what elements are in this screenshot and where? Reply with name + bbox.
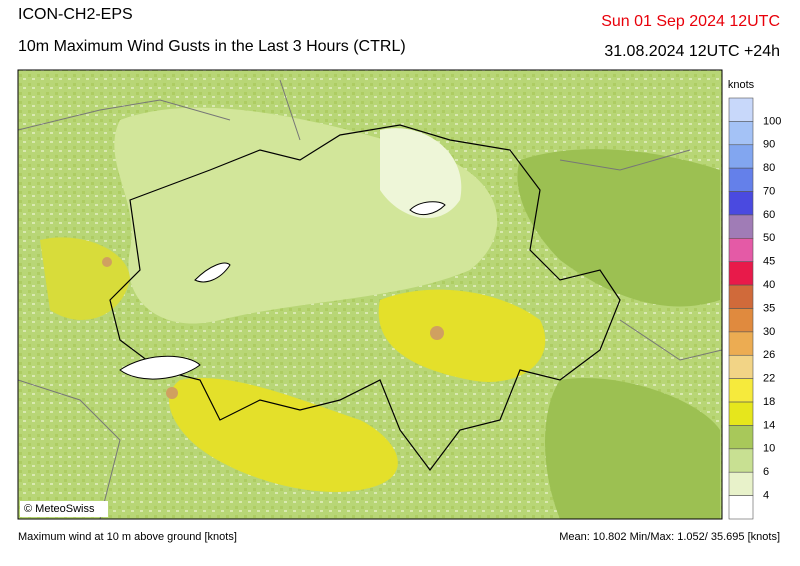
- southwest-gusts: [169, 378, 398, 492]
- legend-level: 40: [763, 279, 775, 291]
- east-area: [517, 149, 720, 307]
- lake: [119, 355, 201, 380]
- legend-level: 4: [763, 490, 769, 502]
- legend-level: 70: [763, 185, 775, 197]
- legend-swatch: [728, 354, 754, 379]
- legend-level: 10: [763, 443, 775, 455]
- copyright: © MeteoSwiss: [24, 503, 95, 515]
- legend-swatch: [728, 495, 754, 520]
- legend: knots 100 90 80 70 60 50 45 40 35 30 26 22 18 14 10 6 4: [728, 79, 781, 520]
- lake: [194, 262, 231, 283]
- legend-level: 80: [763, 162, 775, 174]
- lake: [409, 201, 446, 216]
- legend-level: 35: [763, 302, 775, 314]
- peak-gust: [430, 326, 444, 340]
- legend-swatch: [728, 471, 754, 496]
- region-border: [18, 79, 722, 519]
- legend-swatch: [728, 425, 754, 450]
- peak-gust: [166, 387, 178, 399]
- legend-level: 100: [763, 115, 781, 127]
- south-east-area: [545, 378, 720, 519]
- legend-swatch: [728, 448, 754, 473]
- legend-level: 50: [763, 232, 775, 244]
- low-wind-area: [380, 128, 462, 219]
- legend-swatch: [728, 214, 754, 239]
- footer-statistics: Mean: 10.802 Min/Max: 1.052/ 35.695 [kno…: [559, 531, 780, 543]
- legend-level: 14: [763, 419, 775, 431]
- valid-time: Sun 01 Sep 2024 12UTC: [601, 13, 780, 30]
- legend-swatch: [728, 378, 754, 403]
- footer-description: Maximum wind at 10 m above ground [knots…: [18, 531, 237, 543]
- legend-swatch: [728, 191, 754, 216]
- legend-level: 26: [763, 349, 775, 361]
- legend-swatch: [728, 121, 754, 146]
- legend-swatch: [728, 284, 754, 309]
- legend-level: 22: [763, 373, 775, 385]
- legend-swatch: [728, 97, 754, 122]
- alpine-gusts: [378, 289, 546, 382]
- legend-swatch: [728, 401, 754, 426]
- model-name: ICON-CH2-EPS: [18, 6, 133, 23]
- copyright-box: [20, 501, 108, 517]
- legend-swatch: [728, 144, 754, 169]
- legend-level: 45: [763, 256, 775, 268]
- map-title: 10m Maximum Wind Gusts in the Last 3 Hou…: [18, 38, 406, 55]
- legend-level: 90: [763, 139, 775, 151]
- legend-level: 60: [763, 209, 775, 221]
- legend-swatch: [728, 261, 754, 286]
- legend-swatch: [728, 167, 754, 192]
- map: © MeteoSwiss: [17, 69, 723, 520]
- legend-level: 30: [763, 326, 775, 338]
- legend-swatch: [728, 308, 754, 333]
- legend-swatch: [728, 331, 754, 356]
- legend-swatch: [728, 238, 754, 263]
- map-frame: [17, 69, 723, 520]
- run-time: 31.08.2024 12UTC +24h: [604, 43, 780, 60]
- peak-gust: [102, 257, 112, 267]
- legend-unit: knots: [728, 79, 755, 91]
- legend-level: 6: [763, 466, 769, 478]
- country-border: [109, 124, 621, 471]
- legend-level: 18: [763, 396, 775, 408]
